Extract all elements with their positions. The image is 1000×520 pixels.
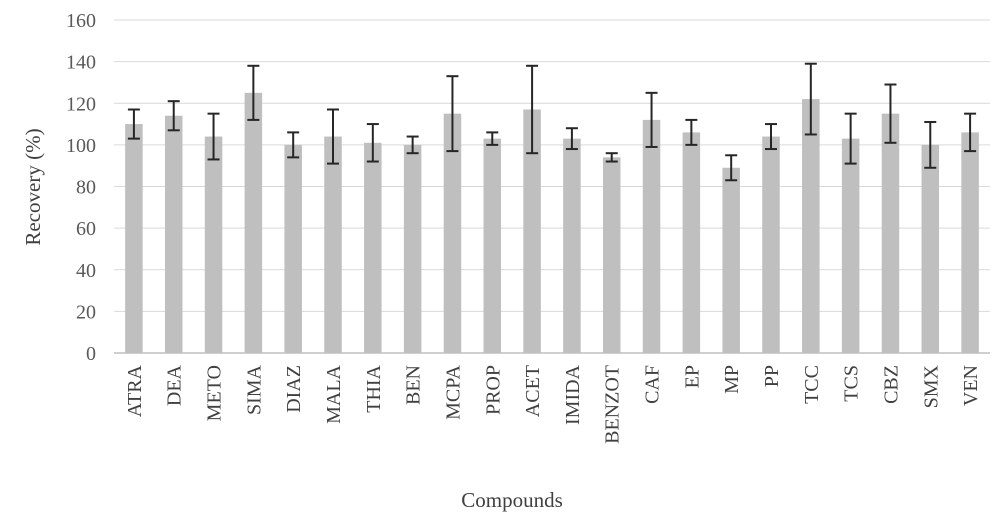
error-bar-ben (406, 135, 419, 155)
x-axis-title: Compounds (461, 488, 563, 512)
x-tick-label: VEN (960, 365, 982, 406)
y-axis-title: Recovery (%) (21, 128, 45, 245)
bar-prop (483, 138, 502, 353)
error-bar-acet (526, 64, 539, 155)
bar-atra (125, 124, 143, 353)
error-bar-imida (565, 127, 578, 151)
bar-benzot (602, 157, 621, 353)
error-bar-prop (486, 131, 499, 146)
y-tick-label: 160 (66, 10, 96, 32)
bar-sima (244, 92, 263, 353)
x-tick-label: ATRA (124, 364, 146, 417)
bar-cbz (881, 113, 900, 353)
bar-ven (961, 132, 979, 353)
y-tick-label: 100 (66, 135, 96, 157)
error-bar-cbz (884, 83, 897, 144)
x-tick-label: TCS (841, 365, 863, 402)
y-tick-label: 120 (66, 93, 96, 115)
bar-acet (523, 109, 541, 354)
bar-pp (762, 136, 780, 353)
bar-caf (642, 119, 661, 354)
x-tick-label: THIA (363, 364, 385, 412)
error-bar-tcc (804, 62, 817, 136)
bar-meto (204, 136, 223, 353)
x-tick-label: TCC (801, 365, 823, 404)
error-bar-mala (327, 108, 339, 165)
bar-thia (364, 142, 382, 353)
error-bar-benzot (605, 152, 618, 163)
x-axis-ticks: ATRA DEA METO SIMA DIAZ MALA THIA BEN MCPA PROP AC… (124, 364, 982, 443)
error-bar-atra (127, 108, 140, 140)
bars (125, 92, 979, 354)
error-bar-meto (207, 112, 220, 161)
bar-tcc (802, 99, 820, 354)
x-tick-label: CAF (642, 365, 664, 404)
bar-mala (324, 136, 342, 353)
y-tick-label: 20 (76, 301, 96, 323)
bar-ben (403, 144, 422, 353)
error-bar-diaz (287, 131, 300, 159)
x-tick-label: SMX (920, 364, 942, 408)
bar-ep (682, 132, 701, 353)
error-bar-ep (685, 118, 698, 146)
bar-dea (164, 115, 183, 353)
bar-imida (563, 138, 581, 353)
x-tick-label: PP (761, 365, 783, 387)
x-tick-label: MP (721, 365, 743, 394)
error-bar-smx (924, 120, 937, 169)
bar-smx (921, 144, 940, 353)
x-tick-label: BENZOT (602, 365, 624, 444)
error-bar-caf (645, 91, 658, 148)
bar-mcpa (443, 113, 462, 353)
y-tick-label: 40 (76, 260, 96, 282)
y-tick-label: 0 (86, 343, 96, 365)
error-bars (127, 62, 977, 182)
x-tick-label: METO (204, 365, 226, 421)
error-bar-pp (765, 123, 777, 151)
error-bar-tcs (844, 112, 857, 165)
y-tick-label: 80 (76, 177, 96, 199)
x-tick-label: MCPA (442, 364, 464, 419)
x-tick-label: BEN (403, 365, 425, 405)
x-tick-label: DIAZ (283, 365, 305, 413)
x-tick-label: PROP (482, 365, 504, 415)
y-tick-label: 140 (66, 52, 96, 74)
y-tick-label: 60 (76, 218, 96, 240)
x-tick-label: CBZ (880, 365, 902, 404)
bar-tcs (841, 138, 860, 353)
error-bar-thia (366, 123, 379, 163)
y-axis-ticks: 0 20 40 60 80 100 120 140 160 (66, 10, 96, 365)
x-tick-label: ACET (522, 365, 544, 417)
bar-diaz (284, 144, 302, 353)
error-bar-ven (964, 112, 977, 153)
x-tick-label: MALA (323, 364, 345, 423)
x-tick-label: EP (681, 365, 703, 388)
error-bar-sima (247, 64, 260, 121)
x-tick-label: DEA (164, 364, 186, 406)
x-tick-label: IMIDA (562, 364, 584, 425)
bar-mp (722, 167, 740, 353)
error-bar-dea (167, 100, 180, 132)
error-bar-mcpa (446, 75, 459, 153)
error-bar-mp (725, 154, 738, 182)
x-tick-label: SIMA (243, 364, 265, 415)
